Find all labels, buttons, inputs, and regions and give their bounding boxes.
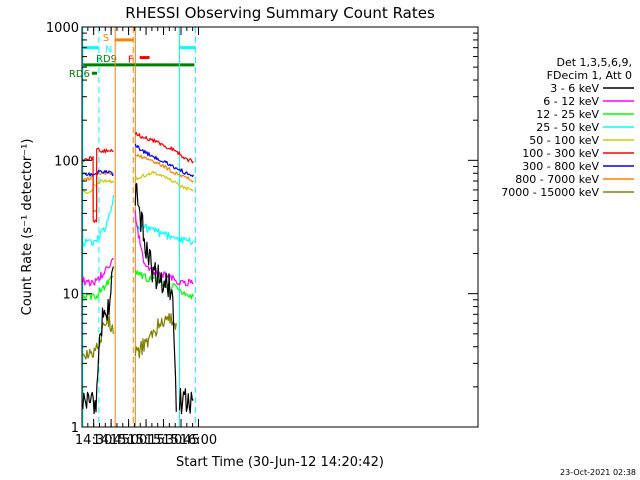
- legend-label-50-100-kev: 50 - 100 keV: [529, 134, 599, 147]
- x-tick-label: 16:00: [180, 433, 217, 448]
- y-tick-label: 10: [62, 288, 79, 303]
- y-axis-label: Count Rate (s⁻¹ detector⁻¹): [20, 139, 35, 316]
- legend-label-12-25-kev: 12 - 25 keV: [536, 108, 599, 121]
- y-tick-label: 1: [71, 421, 79, 436]
- annotation-label-rd6: RD6: [69, 69, 90, 80]
- series-line-25-50-kev: [82, 194, 114, 247]
- legend-header-line-2: FDecim 1, Att 0: [547, 69, 632, 82]
- x-tick-label: 15:45: [162, 433, 199, 448]
- x-tick-label: 15:30: [145, 433, 182, 448]
- chart-title: RHESSI Observing Summary Count Rates: [125, 4, 435, 22]
- legend-label-7000-15000-kev: 7000 - 15000 keV: [501, 186, 599, 199]
- y-tick-label: 100: [54, 154, 79, 169]
- x-tick-label: 15:15: [127, 433, 164, 448]
- state-boundary-lines: [82, 27, 196, 427]
- x-tick-label: 14:45: [92, 433, 129, 448]
- y-tick-label: 1000: [46, 21, 79, 36]
- series-line-3-6-kev: [134, 183, 177, 412]
- series-line-300-800-kev: [82, 169, 114, 177]
- series-line-7000-15000-kev: [134, 312, 177, 359]
- series-line-50-100-kev: [134, 170, 194, 192]
- footer-date: 23-Oct-2021 02:38: [560, 468, 636, 477]
- legend-label-6-12-kev: 6 - 12 keV: [543, 95, 599, 108]
- legend: Det 1,3,5,6,9, FDecim 1, Att 0 3 - 6 keV…: [501, 56, 634, 199]
- series-line-6-12-kev: [82, 257, 114, 287]
- x-axis-label: Start Time (30-Jun-12 14:20:42): [176, 455, 384, 470]
- series-line-100-300-kev: [134, 131, 194, 164]
- series-line-3-6-kev: [82, 266, 114, 415]
- annotation-label-s: S: [103, 33, 109, 44]
- series-line-25-50-kev: [135, 223, 195, 245]
- series-layer: [82, 131, 195, 415]
- series-line-12-25-kev: [82, 275, 114, 301]
- series-line-3-6-kev: [178, 387, 194, 415]
- legend-label-800-7000-kev: 800 - 7000 keV: [515, 173, 599, 186]
- series-line-800-7000-kev: [134, 154, 194, 183]
- legend-label-100-300-kev: 100 - 300 keV: [522, 147, 599, 160]
- x-tick-label: 14:30: [75, 433, 112, 448]
- x-tick-label: 15:00: [110, 433, 147, 448]
- annotation-label-rd9: RD9: [96, 54, 117, 65]
- series-line-6-12-kev: [134, 210, 194, 287]
- legend-label-300-800-kev: 300 - 800 keV: [522, 160, 599, 173]
- annotation-label-f: F: [128, 55, 134, 66]
- series-line-7000-15000-kev: [82, 310, 114, 360]
- instrument-state-annotations: NS F RD6 RD9: [69, 33, 196, 80]
- legend-header-line-1: Det 1,3,5,6,9,: [556, 56, 632, 69]
- legend-label-25-50-kev: 25 - 50 keV: [536, 121, 599, 134]
- legend-label-3-6-kev: 3 - 6 keV: [550, 82, 599, 95]
- plot-frame: [81, 26, 479, 428]
- series-line-300-800-kev: [134, 143, 195, 178]
- annotation-label-n: N: [105, 45, 112, 56]
